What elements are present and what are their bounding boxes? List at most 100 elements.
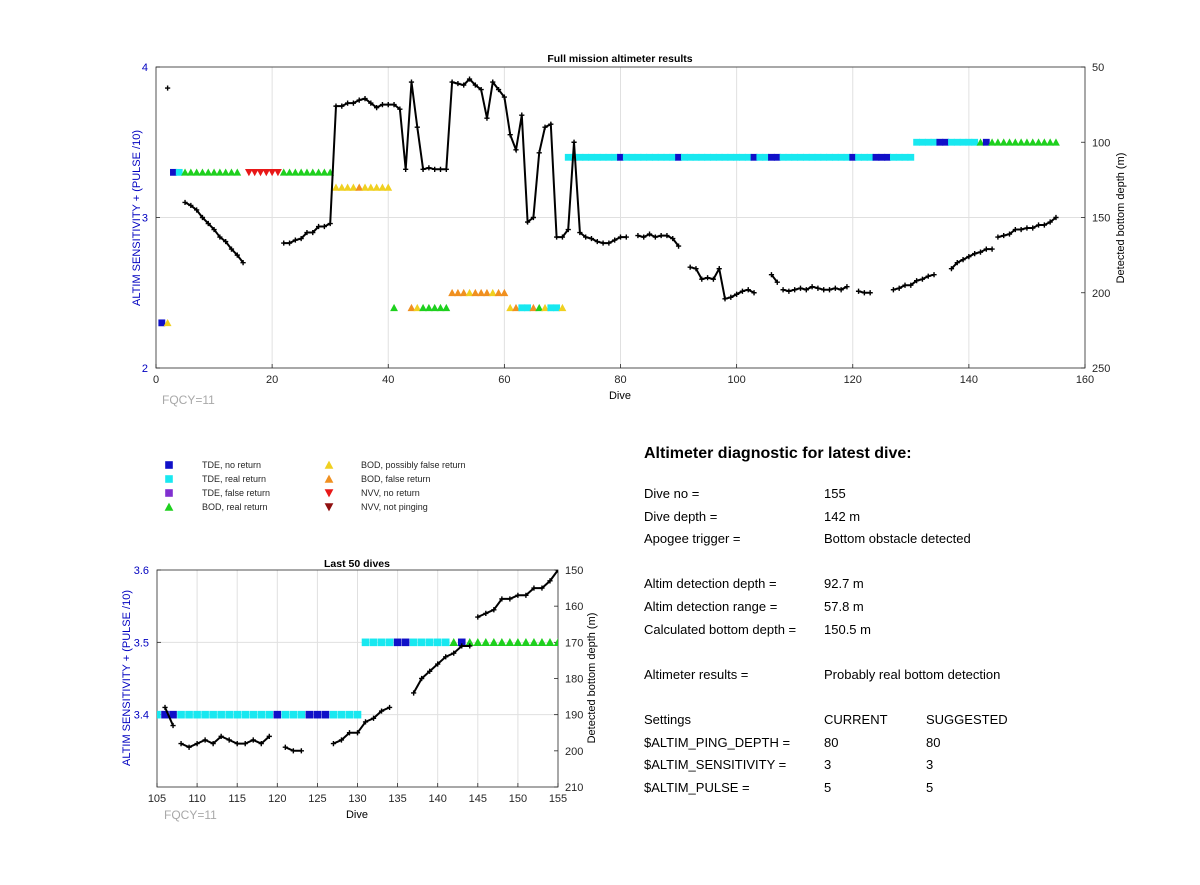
depth-point [635,232,641,239]
y2-tick-label: 200 [1092,288,1110,300]
depth-point [1030,225,1036,231]
marker-tde-real [249,710,258,719]
depth-point [226,737,232,743]
depth-point [728,294,734,300]
marker-bod-false [483,288,491,297]
marker-bod-false [454,288,462,297]
diag-row-dive-no: Dive no = 155 [644,483,1064,506]
marker-bod-poss [541,303,549,312]
depth-point [475,614,481,620]
marker-tde-no [273,710,282,719]
marker-bod-real [545,637,555,647]
depth-point [1024,225,1030,231]
legend-label: TDE, false return [202,488,270,498]
marker-bod-real [1052,138,1060,146]
depth-point [710,276,716,282]
marker-tde-real [329,710,338,719]
marker-tde-no [872,153,880,161]
depth-point [519,112,525,118]
marker-tde-real [710,153,717,161]
marker-tde-real [622,153,630,161]
depth-point [427,668,433,674]
depth-point [205,220,211,227]
mini-chart: 105 110 115 120 125 130 135 140 145 150 155 3.4 3.5 3… [134,565,584,805]
marker-tde-real [698,153,706,161]
y2-tick-label: 200 [565,746,583,758]
x-tick-label: 0 [153,374,159,386]
marker-bod-poss [332,183,340,191]
y-tick-label: 2 [142,363,148,375]
marker-tde-real [919,138,926,146]
marker-bod-false [355,183,364,191]
marker-tde-real [965,138,973,146]
marker-bod-real [442,303,451,312]
y2-tick-label: 150 [565,565,583,577]
depth-point [199,214,206,221]
settings-header-row: Settings CURRENT SUGGESTED [644,709,1064,732]
marker-tde-no [982,138,990,146]
depth-point [350,100,357,106]
depth-point [844,284,850,290]
depth-point [414,124,420,130]
setting-row: $ALTIM_PULSE = 5 5 [644,777,1064,800]
mini-chart-y2label: Detected bottom depth (m) [586,613,598,744]
legend-marker [324,474,334,483]
legend-marker [324,489,334,498]
depth-point [786,288,792,294]
depth-point [1041,222,1047,228]
marker-bod-poss [413,303,422,312]
y2-tick-label: 160 [565,601,583,613]
depth-point [194,741,200,747]
x-tick-label: 100 [727,374,745,386]
marker-bod-real [192,168,201,176]
y2-tick-label: 100 [1092,137,1110,149]
marker-bod-real [285,168,294,176]
marker-tde-real [843,153,851,161]
depth-point [995,234,1001,240]
depth-point [531,585,537,591]
depth-point [1018,226,1024,233]
setting-name: $ALTIM_PULSE = [644,779,750,795]
marker-tde-no [617,153,624,161]
depth-point [186,744,192,750]
marker-tde-real [193,710,201,719]
depth-point [1001,232,1007,239]
depth-point [925,273,931,279]
depth-point [780,287,786,293]
marker-bod-real [181,168,189,176]
depth-point [792,287,798,293]
depth-point [664,232,670,239]
marker-bod-poss [465,288,474,297]
marker-bod-real [521,637,531,647]
depth-point [378,708,385,714]
setting-current: 3 [824,757,832,773]
marker-tde-real [686,153,694,161]
dive-no-value: 155 [824,486,846,501]
marker-tde-real [814,153,822,161]
marker-bod-real [215,168,224,176]
depth-point [855,288,862,294]
setting-row: $ALTIM_PING_DEPTH = 80 80 [644,732,1064,755]
marker-bod-false [459,288,468,297]
marker-tde-real [377,638,386,647]
marker-tde-real [785,153,793,161]
y2-tick-label: 250 [1092,363,1110,375]
depth-point [606,240,612,246]
depth-line [689,265,755,301]
results-value: Probably real bottom detection [824,666,1001,682]
detect-depth-value: 92.7 m [824,576,864,592]
depth-point [495,86,502,93]
depth-point [490,79,496,85]
depth-point [242,741,248,747]
marker-bod-poss [163,318,172,327]
marker-tde-real [265,710,274,719]
legend-label: NVV, not pinging [361,502,428,512]
marker-nvv-no [256,169,265,177]
y-tick-label: 3.5 [134,637,149,649]
depth-point [739,288,746,294]
main-chart-xlabel: Dive [609,390,631,402]
depth-point [1053,214,1059,221]
y-tick-label: 4 [142,62,148,74]
depth-point [919,276,926,282]
y-tick-label: 3 [142,213,148,225]
